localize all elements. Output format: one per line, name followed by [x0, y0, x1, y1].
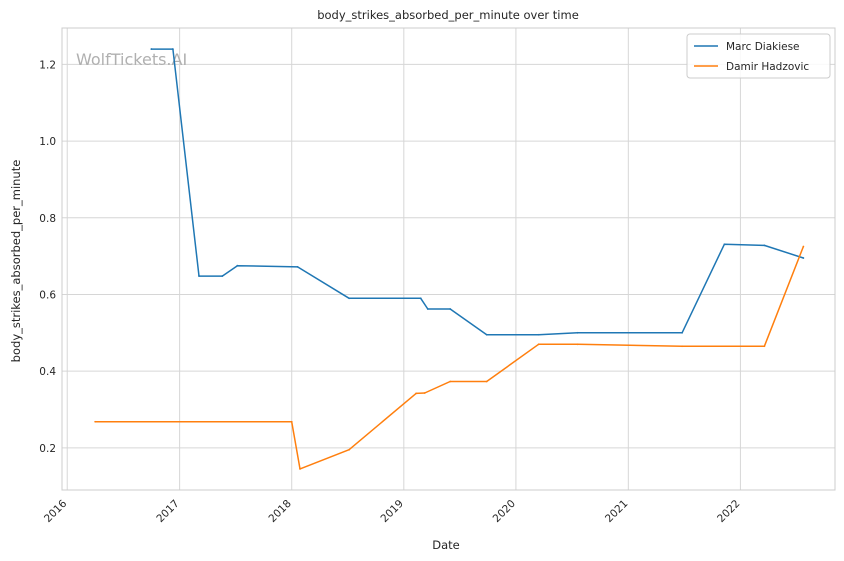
y-tick-label: 0.8 — [39, 213, 56, 225]
data-point-damir-hadzovic — [449, 380, 452, 383]
data-point-damir-hadzovic — [802, 245, 805, 248]
legend-label-damir-hadzovic: Damir Hadzovic — [726, 61, 809, 73]
data-point-damir-hadzovic — [299, 468, 301, 470]
data-point-marc-diakiese — [537, 333, 540, 336]
y-tick-label: 0.4 — [39, 366, 56, 378]
data-point-damir-hadzovic — [415, 392, 417, 395]
y-tick-label: 1.0 — [39, 136, 56, 148]
x-tick-label: 2019 — [379, 498, 406, 525]
x-tick-label: 2020 — [491, 498, 518, 525]
x-axis-label: Date — [432, 538, 460, 552]
data-point-marc-diakiese — [296, 265, 299, 268]
data-point-damir-hadzovic — [576, 343, 579, 346]
data-point-marc-diakiese — [723, 243, 726, 246]
x-tick-label: 2018 — [266, 498, 293, 525]
chart-title: body_strikes_absorbed_per_minute over ti… — [317, 8, 579, 22]
data-point-marc-diakiese — [576, 331, 579, 334]
data-point-marc-diakiese — [449, 308, 452, 310]
data-point-damir-hadzovic — [763, 345, 766, 348]
plot-frame — [61, 27, 836, 491]
data-point-marc-diakiese — [763, 244, 766, 247]
y-tick-label: 0.6 — [39, 289, 56, 301]
data-point-damir-hadzovic — [423, 392, 426, 394]
legend: Marc Diakiese Damir Hadzovic — [686, 33, 831, 79]
data-point-damir-hadzovic — [485, 380, 488, 383]
y-tick-label: 1.2 — [39, 59, 56, 71]
legend-box — [686, 33, 831, 79]
x-tick-label: 2022 — [715, 498, 742, 525]
data-point-marc-diakiese — [348, 297, 351, 300]
legend-label-marc-diakiese: Marc Diakiese — [726, 41, 800, 53]
data-point-marc-diakiese — [419, 297, 422, 300]
x-tick-label: 2016 — [42, 497, 70, 525]
data-point-marc-diakiese — [171, 48, 174, 50]
data-point-marc-diakiese — [198, 275, 200, 277]
x-tick-label: 2017 — [154, 498, 181, 525]
data-point-marc-diakiese — [802, 257, 805, 259]
data-point-marc-diakiese — [426, 308, 429, 310]
series-line-damir-hadzovic — [95, 246, 805, 470]
data-point-marc-diakiese — [681, 331, 683, 334]
data-point-marc-diakiese — [150, 48, 153, 50]
x-tick-label: 2021 — [603, 498, 630, 525]
data-point-damir-hadzovic — [94, 420, 97, 423]
data-point-marc-diakiese — [485, 333, 488, 336]
series-line-marc-diakiese — [151, 48, 804, 336]
data-point-marc-diakiese — [236, 264, 239, 267]
tick-labels: 2016 2017 2018 2019 2020 2021 2022 0.2 0.4 0.6 0.8… — [39, 59, 742, 525]
watermark-text: WolfTickets.AI — [76, 50, 187, 69]
data-point-damir-hadzovic — [290, 420, 293, 423]
y-axis-label: body_strikes_absorbed_per_minute — [9, 160, 23, 363]
series-lines — [94, 48, 805, 470]
data-point-damir-hadzovic — [348, 448, 351, 451]
data-point-damir-hadzovic — [537, 343, 540, 346]
data-point-damir-hadzovic — [681, 345, 683, 348]
y-tick-label: 0.2 — [39, 443, 56, 455]
data-point-marc-diakiese — [221, 275, 224, 277]
